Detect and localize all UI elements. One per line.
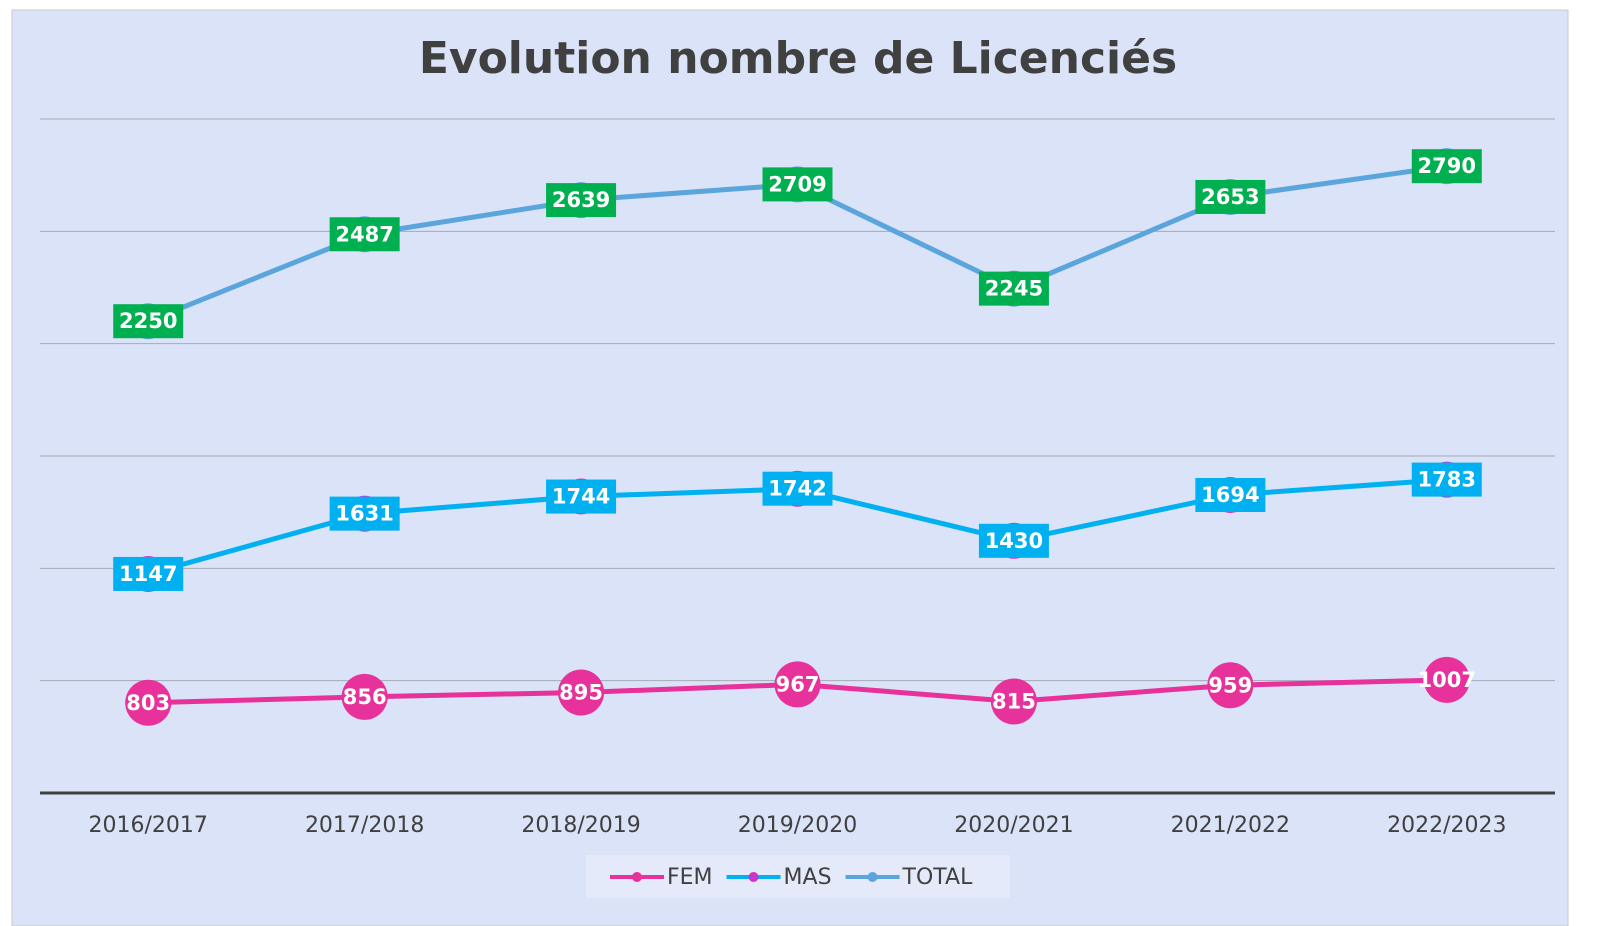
- x-tick-label: 2017/2018: [305, 813, 424, 838]
- data-label-bg: [762, 471, 833, 506]
- chart-title: Evolution nombre de Licenciés: [419, 33, 1177, 84]
- data-label: 815: [992, 689, 1036, 713]
- data-label-bg: [978, 271, 1049, 306]
- data-label-bg: [1195, 477, 1266, 512]
- data-label: 2653: [1201, 185, 1259, 209]
- data-label-bg: [113, 304, 184, 339]
- data-label-bg: [546, 479, 617, 514]
- legend-marker: [632, 872, 642, 882]
- data-label: 2790: [1418, 154, 1476, 178]
- x-tick-label: 2021/2022: [1171, 813, 1290, 838]
- data-label: 2245: [985, 277, 1043, 301]
- data-label-bg: [1195, 179, 1266, 214]
- data-label: 1631: [335, 502, 393, 526]
- x-tick-label: 2016/2017: [89, 813, 208, 838]
- x-tick-label: 2019/2020: [738, 813, 857, 838]
- data-label: 2487: [335, 222, 393, 246]
- legend-label: TOTAL: [902, 865, 974, 890]
- x-tick-label: 2020/2021: [954, 813, 1073, 838]
- data-label: 2639: [552, 188, 610, 212]
- data-label-bg: [558, 669, 605, 716]
- data-label-bg: [113, 556, 184, 591]
- data-label-bg: [329, 496, 400, 531]
- data-label-bg: [774, 661, 821, 708]
- data-label-bg: [978, 523, 1049, 558]
- legend-label: FEM: [667, 865, 713, 890]
- data-label: 1744: [552, 485, 610, 509]
- data-label-bg: [1423, 656, 1470, 703]
- data-label: 2250: [119, 309, 177, 333]
- data-label: 856: [343, 685, 387, 709]
- legend-marker: [748, 872, 759, 882]
- data-label: 1007: [1418, 668, 1476, 692]
- data-label-bg: [1411, 149, 1482, 184]
- data-label: 895: [559, 680, 603, 704]
- data-label-bg: [1411, 462, 1482, 497]
- data-label-bg: [1207, 662, 1254, 709]
- data-label: 959: [1208, 673, 1252, 697]
- data-label: 1147: [119, 562, 177, 586]
- data-label-bg: [762, 167, 833, 202]
- x-tick-label: 2022/2023: [1387, 813, 1506, 838]
- data-label: 967: [776, 672, 820, 696]
- data-label-bg: [990, 678, 1037, 725]
- data-label: 803: [126, 691, 170, 715]
- legend-label: MAS: [784, 865, 832, 890]
- x-tick-label: 2018/2019: [521, 813, 640, 838]
- data-label-bg: [546, 183, 617, 218]
- data-label-bg: [341, 673, 388, 720]
- chart-background: [11, 9, 1569, 926]
- data-label-bg: [329, 217, 400, 252]
- legend-marker: [867, 872, 878, 882]
- data-label: 1694: [1201, 483, 1259, 507]
- data-label: 1430: [985, 529, 1043, 553]
- data-label: 1783: [1418, 468, 1476, 492]
- data-label-bg: [125, 679, 172, 726]
- data-label: 2709: [768, 172, 826, 196]
- data-label: 1742: [768, 477, 826, 501]
